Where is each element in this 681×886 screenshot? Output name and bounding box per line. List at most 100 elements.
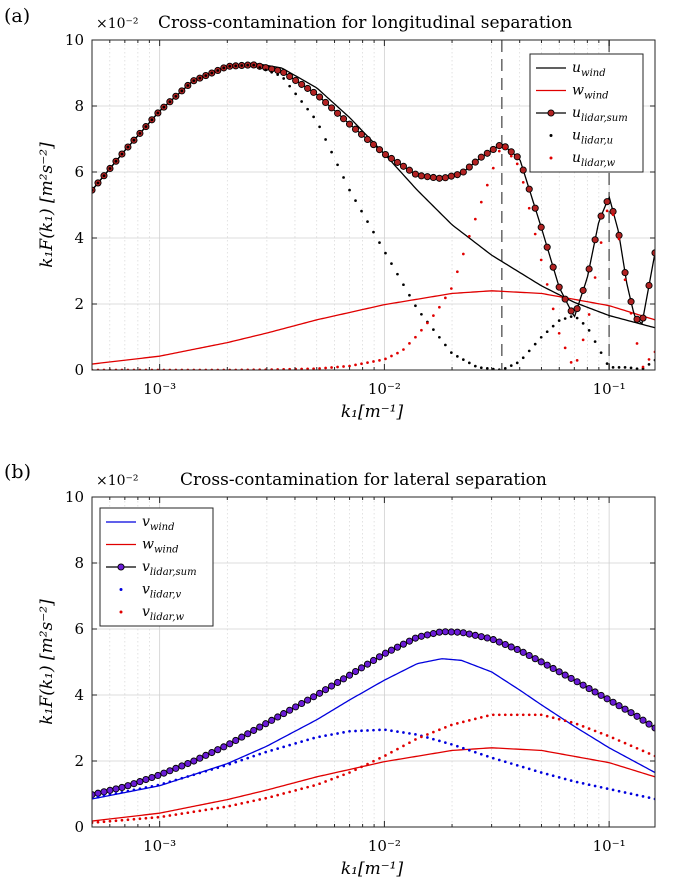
series-w-wind [92,747,655,822]
data-point-v-lidar-v [204,769,208,773]
data-point-v-lidar-w [539,713,543,717]
series-v-lidar-sum [92,628,655,799]
data-point-v-lidar-v [282,745,286,749]
data-point-v-lidar-sum [214,746,222,754]
data-point-u-lidar-u [414,304,417,308]
data-point-v-lidar-w [384,754,387,757]
data-point-v-lidar-sum [387,646,396,654]
data-point-u-lidar-u [545,330,549,334]
data-point-u-lidar-u [300,100,303,103]
data-point-u-lidar-w [348,364,351,368]
data-point-u-lidar-u [599,351,603,355]
y-tick-label: 10 [65,488,84,506]
data-point-u-lidar-w [384,357,387,361]
data-point-v-lidar-v [408,732,411,735]
data-point-v-lidar-v [563,777,567,781]
data-point-u-lidar-sum [639,314,647,322]
data-point-v-lidar-w [294,789,297,792]
data-point-v-lidar-v [503,760,507,764]
data-point-v-lidar-v [342,731,345,734]
data-point-u-lidar-u [156,111,160,115]
data-point-v-lidar-w [264,796,268,800]
data-point-v-lidar-v [102,794,106,798]
data-point-v-lidar-w [228,804,232,808]
data-point-u-lidar-w [473,217,477,221]
data-point-v-lidar-sum [100,788,108,796]
legend-label: ulidar,w [572,150,616,169]
data-point-u-lidar-sum [615,231,623,239]
data-point-u-lidar-sum [417,172,425,180]
data-point-v-lidar-w [402,744,405,748]
data-point-u-lidar-u [96,181,100,185]
data-point-v-lidar-sum [399,640,408,648]
data-point-v-lidar-w [240,802,244,805]
data-point-u-lidar-w [545,283,549,286]
data-point-u-lidar-u [216,69,220,72]
data-point-u-lidar-sum [591,236,599,244]
series-line-w-wind [92,747,655,822]
data-point-u-lidar-u [527,349,531,353]
legend-label: vwind [142,514,175,533]
data-point-u-lidar-sum [573,305,581,313]
data-point-v-lidar-sum [615,702,623,710]
data-point-u-lidar-sum [411,170,419,178]
data-point-v-lidar-sum [465,630,473,638]
data-point-u-lidar-sum [597,212,605,220]
series-v-lidar-v [92,728,655,801]
data-point-v-lidar-v [575,780,579,784]
data-point-u-lidar-u [240,64,244,67]
data-point-v-lidar-v [444,741,447,744]
data-point-v-lidar-v [479,752,483,756]
data-point-u-lidar-u [204,74,208,77]
data-point-v-lidar-v [300,740,303,743]
data-point-v-lidar-v [258,752,262,756]
data-point-v-lidar-v [647,796,651,800]
data-point-v-lidar-w [204,808,208,812]
data-point-u-lidar-sum [375,146,384,154]
data-point-u-lidar-w [336,365,339,369]
x-tick-label: 10⁻² [368,380,401,398]
data-point-v-lidar-v [228,762,232,766]
series-u-lidar-u [92,63,655,370]
data-point-v-lidar-w [569,720,573,724]
data-point-v-lidar-w [126,818,130,822]
data-point-v-lidar-v [473,750,477,754]
data-point-u-lidar-u [378,241,381,244]
data-point-v-lidar-w [378,757,381,760]
data-point-u-lidar-u [479,366,483,370]
data-point-v-lidar-sum [250,726,258,734]
data-point-v-lidar-sum [453,628,461,636]
data-point-v-lidar-sum [202,751,210,759]
data-point-v-lidar-v [641,795,645,798]
data-point-v-lidar-sum [423,631,431,639]
data-point-u-lidar-u [228,64,232,68]
data-point-u-lidar-w [551,307,555,311]
legend-item-v-lidar-w: vlidar,w [119,604,185,623]
data-point-v-lidar-v [593,784,597,788]
panel-label-b: (b) [4,461,31,483]
data-point-u-lidar-u [270,70,274,74]
data-point-u-lidar-u [605,362,609,365]
data-point-v-lidar-v [144,786,148,789]
data-point-v-lidar-sum [316,689,324,697]
data-point-u-lidar-w [426,321,429,325]
y-tick-label: 2 [74,295,84,313]
data-point-v-lidar-v [414,732,417,736]
legend-marker [549,134,553,137]
data-point-v-lidar-sum [262,720,270,728]
data-point-v-lidar-sum [292,703,300,711]
data-point-v-lidar-w [174,813,178,816]
data-point-v-lidar-w [360,765,363,769]
data-point-v-lidar-sum [411,634,419,642]
data-point-v-lidar-v [587,783,591,787]
data-point-v-lidar-w [372,759,375,763]
plot-frame-b [91,496,656,828]
panel-label-a: (a) [4,5,30,27]
data-point-u-lidar-u [432,328,435,331]
data-point-u-lidar-u [264,68,268,72]
data-point-v-lidar-w [288,790,291,794]
data-point-u-lidar-w [527,206,531,210]
legend-marker [117,563,125,571]
data-point-v-lidar-sum [447,628,455,636]
data-point-v-lidar-v [126,789,130,793]
